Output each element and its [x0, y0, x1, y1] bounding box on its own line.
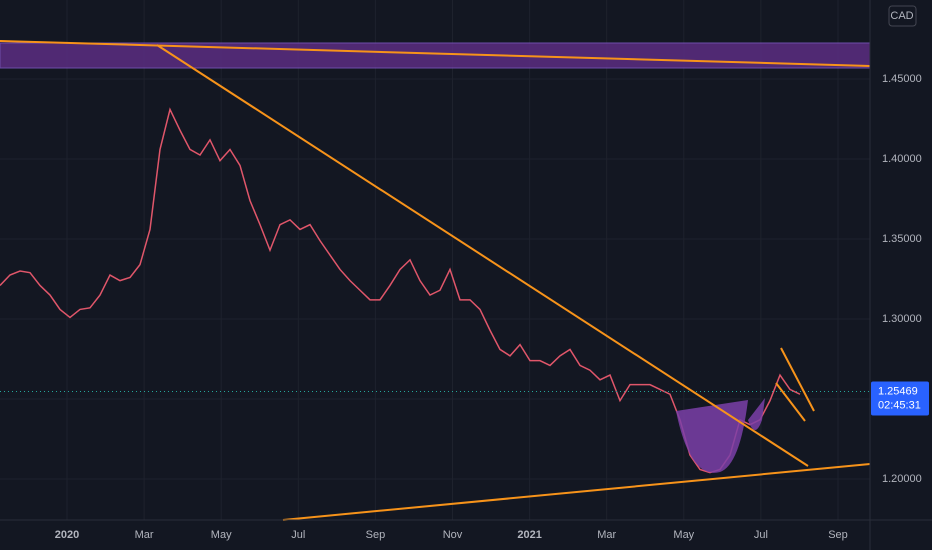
cup-pattern [676, 400, 748, 473]
x-tick-label: Nov [443, 529, 463, 541]
x-tick-label: Jul [291, 529, 305, 541]
trend-line [0, 40, 871, 67]
currency: CAD [890, 10, 913, 22]
x-tick-label: 2020 [55, 529, 79, 541]
currency-box[interactable] [888, 5, 917, 27]
x-tick-label: Mar [597, 529, 616, 541]
x-tick-label: Jul [754, 529, 768, 541]
resistance-zone [0, 42, 871, 69]
last-price-box [871, 381, 929, 416]
countdown: 02:45:31 [878, 399, 921, 411]
flag-line [775, 382, 806, 422]
x-tick-label: May [211, 529, 232, 541]
x-tick-label: 2021 [517, 529, 541, 541]
x-tick-label: Sep [366, 529, 386, 541]
x-tick-label: Sep [828, 529, 848, 541]
y-tick-label: 1.20000 [882, 473, 922, 485]
grid [0, 0, 870, 520]
trend-line [282, 463, 871, 521]
trend-line [156, 44, 809, 467]
last-price-label: 1.25469 [878, 385, 918, 397]
y-tick-label: 1.30000 [882, 313, 922, 325]
handle-pattern [748, 398, 765, 430]
x-tick-label: Mar [135, 529, 154, 541]
y-tick-label: 1.45000 [882, 73, 922, 85]
axes: 1.200001.250001.300001.350001.400001.450… [55, 73, 929, 541]
y-tick-label: 1.40000 [882, 153, 922, 165]
y-tick-label: 1.35000 [882, 233, 922, 245]
x-tick-label: May [673, 529, 694, 541]
flag-line [780, 347, 815, 412]
price-line [0, 107, 801, 474]
plot [0, 107, 870, 474]
